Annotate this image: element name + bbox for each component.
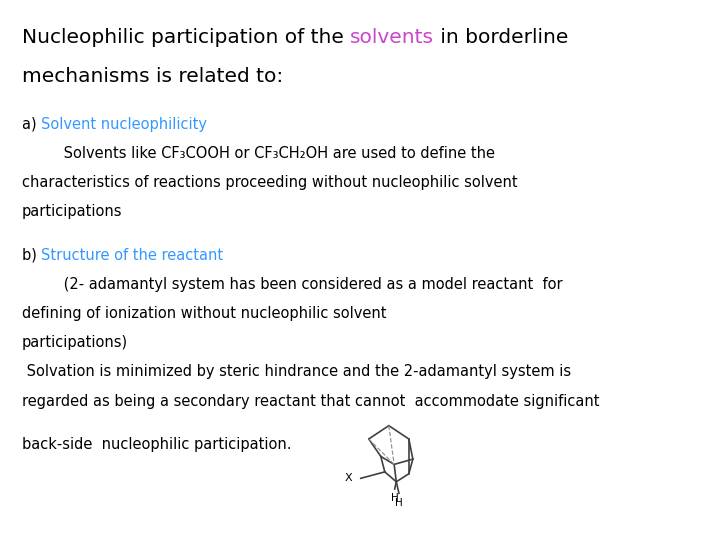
Text: (2- adamantyl system has been considered as a model reactant  for: (2- adamantyl system has been considered… [22,277,562,292]
Text: characteristics of reactions proceeding without nucleophilic solvent: characteristics of reactions proceeding … [22,175,517,190]
Text: a): a) [22,117,41,132]
Text: X: X [344,473,352,483]
Text: regarded as being a secondary reactant that cannot  accommodate significant: regarded as being a secondary reactant t… [22,394,599,409]
Text: participations: participations [22,204,122,219]
Text: mechanisms is related to:: mechanisms is related to: [22,67,283,86]
Text: participations): participations) [22,335,127,350]
Text: in borderline: in borderline [434,28,568,47]
Text: H: H [391,494,399,503]
Text: defining of ionization without nucleophilic solvent: defining of ionization without nucleophi… [22,306,386,321]
Text: b): b) [22,248,41,263]
Text: solvents: solvents [350,28,434,47]
Text: Solvents like CF₃COOH or CF₃CH₂OH are used to define the: Solvents like CF₃COOH or CF₃CH₂OH are us… [22,146,495,161]
Text: Nucleophilic participation of the: Nucleophilic participation of the [22,28,350,47]
Text: Solvent nucleophilicity: Solvent nucleophilicity [41,117,207,132]
Text: H: H [395,497,402,508]
Text: back-side  nucleophilic participation.: back-side nucleophilic participation. [22,437,291,453]
Text: Structure of the reactant: Structure of the reactant [41,248,223,263]
Text: Solvation is minimized by steric hindrance and the 2-adamantyl system is: Solvation is minimized by steric hindran… [22,364,571,380]
